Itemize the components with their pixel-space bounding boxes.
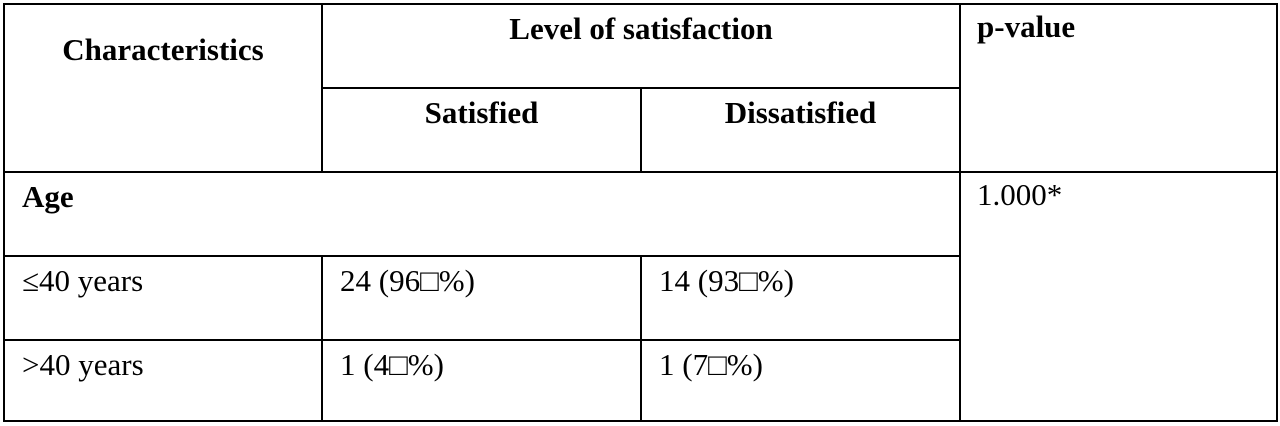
header-satisfied: Satisfied bbox=[321, 87, 642, 173]
cell-satisfied: 1 (4□%) bbox=[321, 339, 642, 422]
cell-dissatisfied: 14 (93□%) bbox=[640, 255, 961, 341]
header-characteristics: Characteristics bbox=[3, 3, 323, 173]
cell-dissatisfied: 1 (7□%) bbox=[640, 339, 961, 422]
table-row: ≤40 years 24 (96□%) 14 (93□%) bbox=[3, 255, 1277, 341]
section-label-age: Age bbox=[3, 171, 961, 257]
table-row: >40 years 1 (4□%) 1 (7□%) bbox=[3, 339, 1277, 422]
row-label: ≤40 years bbox=[3, 255, 323, 341]
cell-satisfied: 24 (96□%) bbox=[321, 255, 642, 341]
header-level-of-satisfaction: Level of satisfaction bbox=[321, 3, 961, 89]
p-value-age: 1.000* bbox=[959, 171, 1278, 422]
header-dissatisfied: Dissatisfied bbox=[640, 87, 961, 173]
header-characteristics-label: Characteristics bbox=[62, 32, 264, 67]
row-label: >40 years bbox=[3, 339, 323, 422]
header-p-value: p-value bbox=[959, 3, 1278, 173]
satisfaction-table: Characteristics Level of satisfaction p-… bbox=[3, 3, 1278, 422]
